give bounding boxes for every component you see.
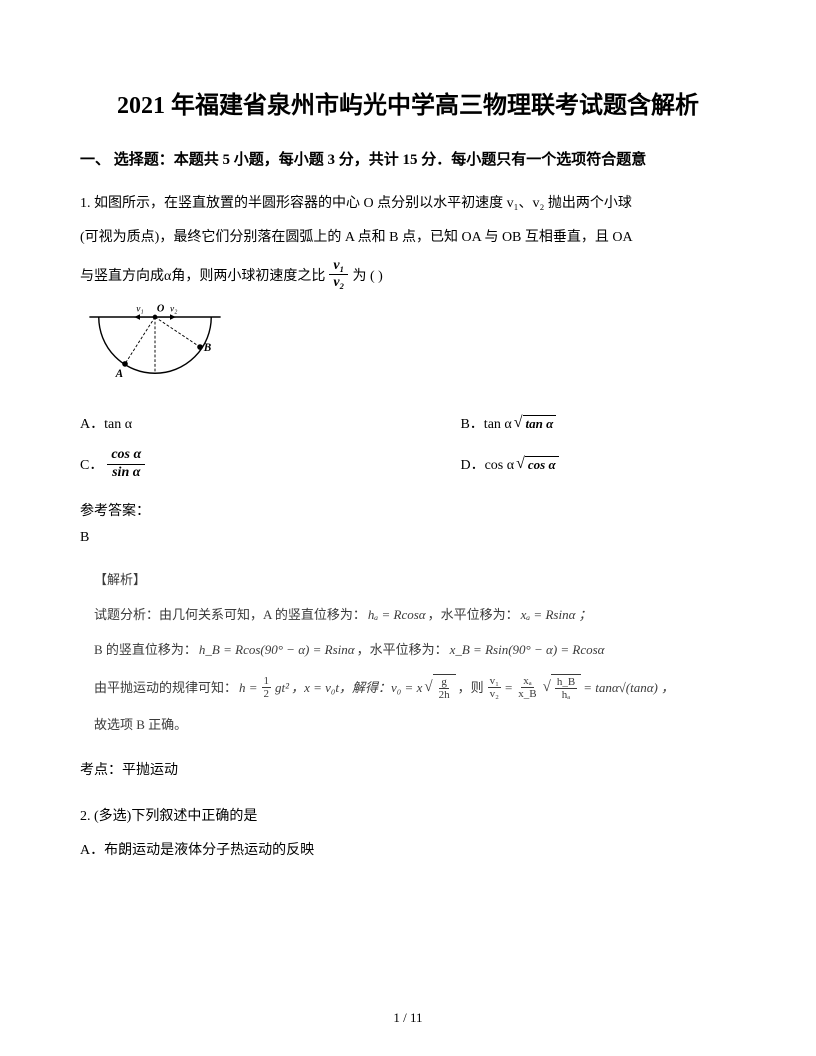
v-ratio-frac: v₁ v₂ (488, 675, 501, 700)
option-b: B．tan α √ tan α (460, 413, 736, 433)
answer-label: 参考答案： (80, 500, 736, 520)
label-v2: v₂ (170, 305, 178, 315)
page: 2021 年福建省泉州市屿光中学高三物理联考试题含解析 一、 选择题：本题共 5… (0, 0, 816, 1056)
answer-value: B (80, 530, 736, 546)
x-ratio-frac: xₐ x_B (516, 675, 538, 700)
sqrt-icon: √ (543, 669, 551, 705)
explain-l1d: xₐ = Rsinα ； (521, 599, 592, 630)
frac-den: v₂ (329, 275, 348, 292)
eq1: = (505, 672, 512, 703)
option-d: D．cos α √ cos α (460, 447, 736, 482)
hr-num: h_B (555, 676, 577, 689)
option-b-sqrt: √ tan α (514, 414, 557, 432)
figure-svg: v₁ v₂ O A B (80, 300, 230, 394)
label-A: A (115, 368, 124, 380)
explain-l1c: ，水平位移为： (428, 599, 519, 630)
explain-l1b: hₐ = Rcosα (368, 599, 426, 630)
explain-line2: B 的竖直位移为： h_B = Rcos(90° − α) = Rsinα ，水… (94, 634, 736, 665)
option-c: C． cos α sin α (80, 447, 460, 482)
explanation: 【解析】 试题分析：由几何关系可知，A 的竖直位移为： hₐ = Rcosα ，… (94, 564, 736, 741)
sqrt-g2h: √ g 2h (424, 669, 455, 705)
sqrt-hratio: √ h_B hₐ (543, 669, 582, 705)
hr-den: hₐ (560, 689, 573, 701)
explain-line3: 由平抛运动的规律可知： h = 1 2 gt² ，x = v₀t，解得：v₀ =… (94, 669, 736, 705)
explain-line4: 故选项 B 正确。 (94, 709, 736, 740)
option-b-sqrt-content: tan α (523, 415, 557, 432)
g2h-num: g (439, 676, 449, 689)
sqrt-g2h-content: g 2h (433, 674, 456, 701)
vr-den: v₂ (488, 688, 501, 700)
option-d-text: D．cos α (460, 454, 514, 474)
explain-l2a: B 的竖直位移为： (94, 634, 197, 665)
explain-x: ，x = v₀t，解得：v₀ = x (291, 672, 422, 703)
label-v1: v₁ (136, 305, 143, 315)
kaodian: 考点：平抛运动 (80, 757, 736, 785)
option-c-prefix: C． (80, 454, 103, 474)
label-O: O (157, 304, 165, 315)
ratio-fraction: v₁ v₂ (329, 258, 348, 293)
sqrt-hratio-content: h_B hₐ (551, 674, 581, 701)
q1-line3-prefix: 与竖直方向成α角，则两小球初速度之比 (80, 265, 325, 285)
option-c-num: cos α (107, 447, 145, 465)
q1-line3: 与竖直方向成α角，则两小球初速度之比 v₁ v₂ 为 ( ) (80, 258, 736, 293)
q1-line1: 1. 如图所示，在竖直放置的半圆形容器的中心 O 点分别以水平初速度 v₁、v₂… (80, 190, 736, 218)
semicircle-figure: v₁ v₂ O A B (80, 300, 230, 399)
explain-l2c: ，水平位移为： (357, 634, 448, 665)
q1-options: A．tan α B．tan α √ tan α C． cos α sin α D… (80, 413, 736, 496)
half-num: 1 (262, 675, 272, 688)
option-c-den: sin α (108, 465, 144, 482)
q1-line2: (可视为质点)，最终它们分别落在圆弧上的 A 点和 B 点，已知 OA 与 OB… (80, 224, 736, 252)
frac-num: v₁ (329, 258, 348, 276)
q2-stem: 2. (多选)下列叙述中正确的是 (80, 803, 736, 831)
doc-title: 2021 年福建省泉州市屿光中学高三物理联考试题含解析 (80, 90, 736, 124)
half-frac: 1 2 (262, 675, 272, 700)
section-header: 一、 选择题：本题共 5 小题，每小题 3 分，共计 15 分．每小题只有一个选… (80, 148, 736, 172)
option-d-sqrt: √ cos α (516, 455, 559, 473)
xr-den: x_B (516, 688, 538, 700)
sqrt-icon: √ (516, 455, 525, 473)
option-a-text: A．tan α (80, 413, 132, 433)
option-d-sqrt-content: cos α (525, 456, 559, 473)
label-B: B (203, 342, 212, 354)
sqrt-icon: √ (514, 414, 523, 432)
half-den: 2 (262, 688, 272, 700)
sqrt-icon: √ (424, 669, 432, 705)
explain-l3a: 由平抛运动的规律可知： (94, 672, 237, 703)
explain-l2d: x_B = Rsin(90° − α) = Rcosα (450, 634, 605, 665)
xr-num: xₐ (521, 675, 534, 688)
explain-mid: ，则 (458, 672, 484, 703)
explain-l2b: h_B = Rcos(90° − α) = Rsinα (199, 634, 355, 665)
g2h-frac: g 2h (437, 676, 452, 701)
explain-line1: 试题分析：由几何关系可知，A 的竖直位移为： hₐ = Rcosα ，水平位移为… (94, 599, 736, 630)
vr-num: v₁ (488, 675, 501, 688)
explain-l3h: h = (239, 672, 258, 703)
option-c-frac: cos α sin α (107, 447, 145, 482)
explain-end: = tanα√(tanα) ， (583, 672, 674, 703)
h-ratio-frac: h_B hₐ (555, 676, 577, 701)
explain-header: 【解析】 (94, 564, 736, 595)
q2-optA: A．布朗运动是液体分子热运动的反映 (80, 837, 736, 865)
option-b-text: B．tan α (460, 413, 511, 433)
g2h-den: 2h (437, 689, 452, 701)
q1-line3-suffix: 为 ( ) (352, 265, 382, 285)
page-footer: 1 / 11 (0, 1010, 816, 1026)
explain-gt: gt² (275, 672, 289, 703)
option-a: A．tan α (80, 413, 460, 433)
explain-l1a: 试题分析：由几何关系可知，A 的竖直位移为： (94, 599, 366, 630)
